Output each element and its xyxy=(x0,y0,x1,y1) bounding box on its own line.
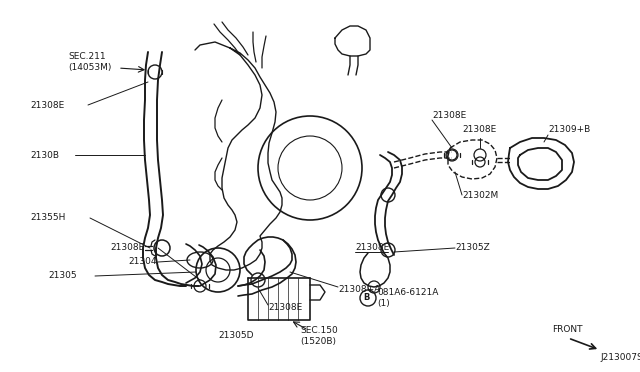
Text: 21302M: 21302M xyxy=(462,190,499,199)
Text: SEC.150
(1520B): SEC.150 (1520B) xyxy=(300,326,338,346)
Text: 2130B: 2130B xyxy=(30,151,59,160)
Text: 21308E: 21308E xyxy=(268,304,302,312)
Text: 21308E: 21308E xyxy=(355,244,389,253)
Text: 21305Z: 21305Z xyxy=(455,244,490,253)
Text: 081A6-6121A
(1): 081A6-6121A (1) xyxy=(377,288,438,308)
Text: 21308E: 21308E xyxy=(462,125,496,135)
Text: 21308E: 21308E xyxy=(30,100,64,109)
Text: 21308+A: 21308+A xyxy=(338,285,380,295)
Text: J213007S: J213007S xyxy=(600,353,640,362)
Text: 21304: 21304 xyxy=(128,257,157,266)
Text: B: B xyxy=(363,294,369,302)
Text: 21355H: 21355H xyxy=(30,214,65,222)
Text: 21309+B: 21309+B xyxy=(548,125,590,135)
Text: SEC.211
(14053M): SEC.211 (14053M) xyxy=(68,52,111,72)
Text: 21305D: 21305D xyxy=(218,331,253,340)
Text: 21305: 21305 xyxy=(48,272,77,280)
Text: 21308E: 21308E xyxy=(432,110,467,119)
Text: FRONT: FRONT xyxy=(552,326,582,334)
Text: 21308E: 21308E xyxy=(110,244,144,253)
